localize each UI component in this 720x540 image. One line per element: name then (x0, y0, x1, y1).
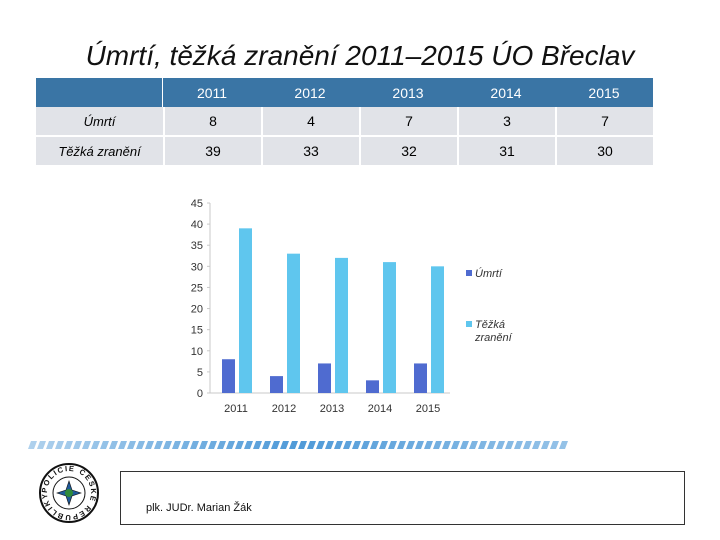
table-cell: 39 (163, 135, 261, 165)
table-header-row: 2011 2012 2013 2014 2015 (36, 78, 653, 107)
x-tick-label: 2013 (320, 403, 344, 415)
x-tick-label: 2012 (272, 403, 296, 415)
column-header: 2011 (163, 78, 261, 107)
table-cell: 33 (261, 135, 359, 165)
footer-box (120, 471, 685, 525)
y-tick-label: 45 (191, 198, 203, 210)
bar (222, 359, 235, 393)
y-tick-label: 30 (191, 261, 203, 273)
y-tick-label: 40 (191, 219, 203, 231)
bar (335, 257, 348, 393)
footer-author: plk. JUDr. Marian Žák (146, 502, 252, 514)
table-cell: 7 (359, 107, 457, 135)
data-table: 2011 2012 2013 2014 2015 Úmrtí 8 4 7 3 7… (36, 78, 653, 165)
y-tick-label: 10 (191, 346, 203, 358)
x-tick-label: 2014 (368, 403, 392, 415)
column-header: 2012 (261, 78, 359, 107)
x-tick-label: 2015 (416, 403, 440, 415)
y-tick-label: 25 (191, 282, 203, 294)
table-cell: 8 (163, 107, 261, 135)
y-tick-label: 5 (197, 367, 203, 379)
bar-chart: 0 5 10 15 20 25 30 35 40 45 2011 2012 2013 2014 2015 Úm… (191, 198, 513, 415)
table-cell: 32 (359, 135, 457, 165)
table-cell: 30 (555, 135, 653, 165)
bar (318, 363, 331, 393)
row-label: Těžká zranění (36, 135, 163, 165)
slide-title: Úmrtí, těžká zranění 2011–2015 ÚO Břecla… (85, 40, 635, 71)
table-row: Těžká zranění 39 33 32 31 30 (36, 135, 653, 165)
bar (366, 380, 379, 393)
y-tick-label: 20 (191, 304, 203, 316)
legend-label: Úmrtí (475, 267, 503, 280)
bar (414, 363, 427, 393)
y-tick-label: 15 (191, 325, 203, 337)
table-cell: 3 (457, 107, 555, 135)
column-header: 2015 (555, 78, 653, 107)
table-cell: 31 (457, 135, 555, 165)
decorative-stripe (28, 441, 568, 449)
table-cell: 4 (261, 107, 359, 135)
bar (287, 253, 300, 393)
column-header: 2014 (457, 78, 555, 107)
legend-label: zranění (474, 332, 513, 344)
legend-swatch (466, 270, 472, 276)
table-corner (36, 78, 163, 107)
x-tick-label: 2011 (224, 403, 248, 415)
row-label: Úmrtí (36, 107, 163, 135)
bar (431, 266, 444, 393)
y-tick-label: 35 (191, 240, 203, 252)
column-header: 2013 (359, 78, 457, 107)
legend-label: Těžká (475, 319, 505, 331)
bar (383, 262, 396, 393)
police-logo-icon: POLICIE ČESKÉ REPUBLIKY (39, 463, 99, 523)
y-tick-label: 0 (197, 388, 203, 400)
table-cell: 7 (555, 107, 653, 135)
bar (239, 228, 252, 393)
legend-swatch (466, 321, 472, 327)
table-row: Úmrtí 8 4 7 3 7 (36, 107, 653, 135)
bar (270, 376, 283, 393)
